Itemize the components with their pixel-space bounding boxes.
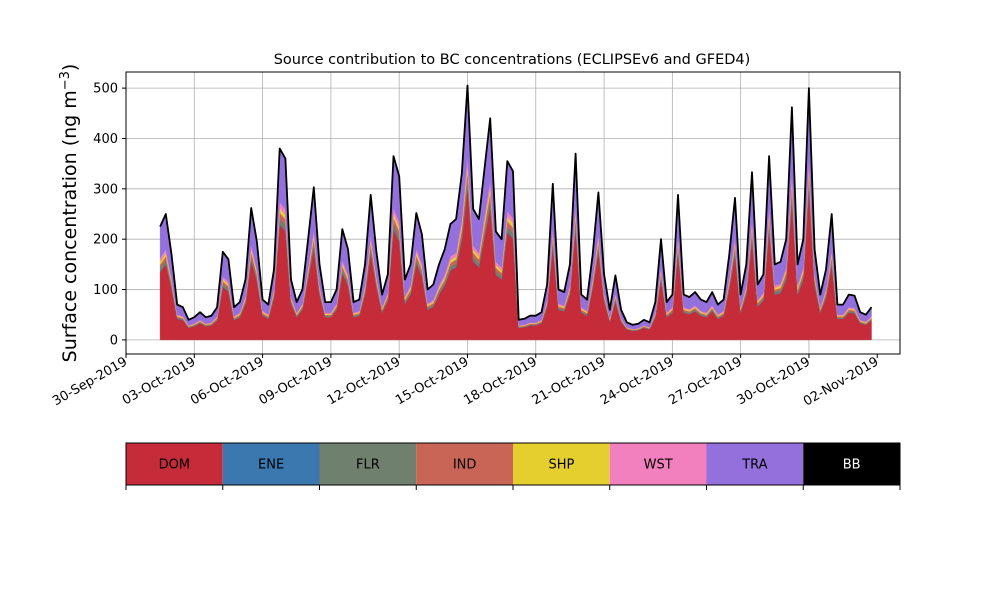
x-tick-label: 02-Nov-2019 [801, 354, 881, 409]
stacked-areas [159, 84, 873, 341]
x-tick-label: 27-Oct-2019 [666, 354, 744, 408]
legend-label-ene: ENE [258, 458, 284, 473]
legend-swatch-tra [706, 443, 804, 485]
x-tick-label: 03-Oct-2019 [120, 354, 198, 408]
legend-label-tra: TRA [741, 458, 767, 473]
legend-swatch-ind [416, 443, 513, 485]
y-axis-label-main: Surface concentration (ng m [59, 90, 81, 362]
legend-label-shp: SHP [548, 458, 574, 473]
x-tick-label: 12-Oct-2019 [325, 354, 403, 408]
y-tick-label: 0 [110, 333, 118, 348]
legend-swatch-bb [803, 443, 900, 485]
y-axis-label-close: ) [59, 64, 81, 71]
legend-label-dom: DOM [159, 458, 190, 473]
y-tick-label: 500 [93, 82, 118, 97]
y-tick-label: 200 [93, 233, 118, 248]
source-legend-colorbar: DOM ENE FLR IND SHP WST TRA BB [125, 442, 901, 490]
legend-swatch-ene [222, 443, 320, 485]
legend-swatch-flr [319, 443, 417, 485]
x-tick-label: 30-Oct-2019 [735, 354, 813, 408]
legend-label-bb: BB [843, 458, 861, 473]
total-line-bb [159, 84, 873, 326]
legend-label-wst: WST [644, 458, 673, 473]
x-tick-label: 09-Oct-2019 [256, 354, 334, 408]
x-tick-label: 24-Oct-2019 [598, 354, 676, 408]
x-tick-label: 21-Oct-2019 [530, 354, 608, 408]
plot-area: 010020030040050030-Sep-201903-Oct-201906… [50, 71, 901, 409]
legend-swatch-wst [609, 443, 707, 485]
y-tick-label: 100 [93, 283, 118, 298]
legend-swatch-shp [513, 443, 610, 485]
legend-label-flr: FLR [356, 458, 380, 473]
y-axis-label-superscript: −3 [58, 71, 73, 90]
y-tick-label: 300 [93, 182, 118, 197]
plot-frame [125, 71, 901, 355]
x-tick-label: 06-Oct-2019 [188, 354, 266, 408]
legend-swatch-dom [126, 443, 223, 485]
chart-title: Source contribution to BC concentrations… [274, 52, 751, 68]
y-axis-label: Surface concentration (ng m−3) [58, 64, 81, 363]
legend-label-ind: IND [453, 458, 477, 473]
x-tick-label: 18-Oct-2019 [461, 354, 539, 408]
x-tick-label: 15-Oct-2019 [393, 354, 471, 408]
y-tick-label: 400 [93, 132, 118, 147]
